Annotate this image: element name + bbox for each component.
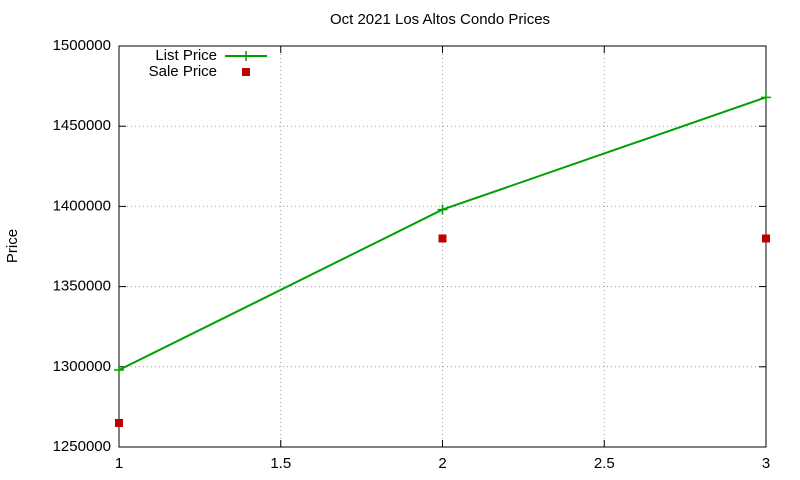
chart-title: Oct 2021 Los Altos Condo Prices	[330, 11, 550, 28]
y-tick-label: 1400000	[53, 197, 111, 214]
plot-border	[118, 45, 767, 448]
point	[115, 418, 123, 427]
legend-marker	[241, 51, 251, 61]
x-tick-label: 2.5	[594, 455, 615, 472]
point	[438, 234, 447, 243]
x-tick-label: 3	[762, 455, 770, 472]
point	[114, 365, 124, 376]
x-tick-label: 2	[438, 455, 446, 472]
legend-label: Sale Price	[149, 63, 217, 80]
point	[437, 204, 448, 215]
y-axis-label: Price	[4, 229, 21, 263]
point	[761, 92, 771, 103]
y-tick-label: 1300000	[53, 358, 111, 375]
x-tick-label: 1	[115, 455, 123, 472]
y-tick-label: 1500000	[53, 37, 111, 54]
y-tick-label: 1350000	[53, 278, 111, 295]
legend-marker	[242, 68, 250, 76]
point	[762, 234, 770, 243]
y-tick-label: 1450000	[53, 117, 111, 134]
legend-label: List Price	[155, 47, 217, 64]
x-tick-label: 1.5	[270, 455, 291, 472]
y-tick-label: 1250000	[53, 438, 111, 455]
